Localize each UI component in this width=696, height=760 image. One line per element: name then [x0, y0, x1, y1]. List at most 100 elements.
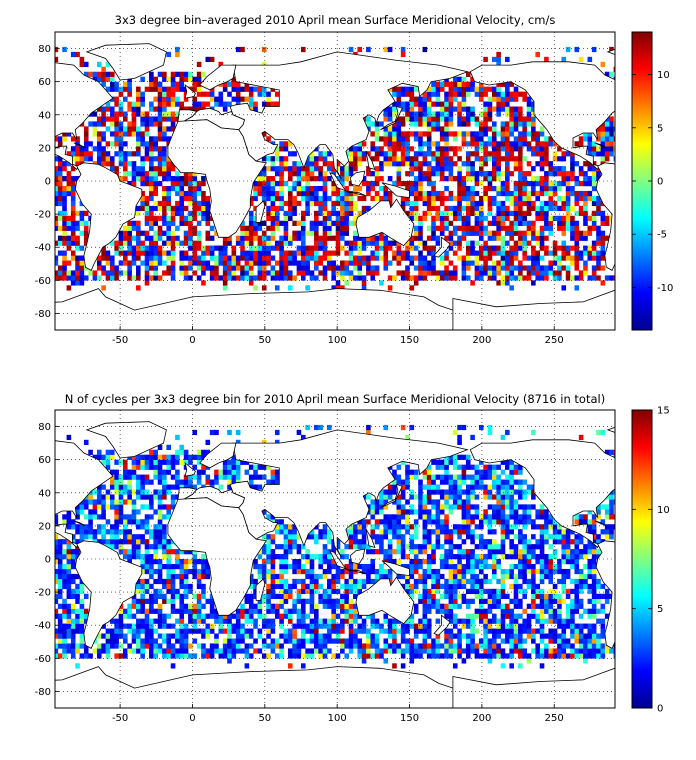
chart-1-bin-cell: [478, 96, 484, 102]
chart-2-bin-cell: [552, 648, 558, 654]
chart-2-bin-cell: [314, 588, 319, 595]
chart-2-bin-cell: [79, 633, 85, 639]
chart-2-bin-cell: [92, 534, 98, 540]
chart-1-bin-cell: [209, 225, 215, 231]
chart-1-bin-cell: [366, 205, 371, 212]
chart-1-coastline: [606, 48, 615, 55]
chart-1-bin-cell: [196, 106, 202, 112]
chart-1-bin-cell: [509, 235, 514, 241]
chart-2-bin-cell: [279, 598, 284, 604]
chart-2-bin-cell: [79, 618, 85, 624]
chart-2-bin-cell: [383, 573, 389, 580]
chart-2-bin-cell: [266, 554, 271, 560]
chart-2-bin-cell: [544, 563, 549, 570]
chart-2-bin-cell: [335, 623, 341, 629]
chart-1-bin-cell: [79, 280, 85, 286]
chart-1-bin-cell: [379, 235, 384, 241]
chart-1-bin-cell: [353, 230, 358, 236]
chart-1-bin-cell: [483, 176, 488, 182]
chart-1-bin-cell: [222, 275, 228, 281]
chart-2-bin-cell: [227, 643, 232, 649]
chart-2-bin-cell: [544, 603, 549, 609]
chart-2-bin-cell: [413, 554, 419, 560]
chart-1-bin-cell: [557, 270, 562, 276]
chart-1-bin-cell: [457, 131, 462, 137]
chart-1-bin-cell: [327, 260, 332, 266]
chart-2-bin-cell: [205, 568, 211, 575]
chart-2-bin-cell: [179, 623, 185, 629]
chart-1-bin-cell: [409, 200, 415, 207]
chart-2-bin-cell: [370, 653, 376, 659]
chart-1-bin-cell: [244, 265, 250, 271]
chart-1-bin-cell: [327, 265, 332, 271]
chart-2-bin-cell: [192, 613, 198, 619]
chart-1-bin-cell: [166, 215, 172, 221]
chart-1-bin-cell: [157, 121, 163, 127]
chart-2-bin-cell: [309, 638, 315, 644]
chart-2-bin-cell: [552, 598, 558, 604]
chart-2-bin-cell: [392, 628, 397, 634]
chart-2-bin-cell: [487, 578, 493, 585]
chart-1-bin-cell: [348, 200, 354, 207]
chart-2-bin-cell: [296, 578, 302, 585]
chart-1-bin-cell: [539, 235, 545, 241]
chart-1-bin-cell: [544, 205, 549, 212]
chart-2-bin-cell: [96, 648, 102, 654]
chart-2-bin-cell: [179, 568, 185, 575]
chart-1-bin-cell: [144, 146, 150, 152]
chart-1-bin-cell: [322, 235, 328, 241]
chart-1-bin-cell: [201, 195, 206, 202]
chart-2-bin-cell: [561, 539, 567, 545]
chart-2-bin-cell: [123, 554, 128, 560]
chart-1-bin-cell: [114, 111, 119, 117]
chart-2-bin-cell: [565, 653, 571, 659]
chart-1-bin-cell: [136, 146, 141, 152]
chart-2-bin-cell: [209, 653, 215, 659]
chart-1-bin-cell: [409, 205, 415, 212]
chart-1-bin-cell: [370, 121, 376, 127]
chart-2-bin-cell: [231, 643, 237, 649]
chart-2-bin-cell: [75, 583, 80, 590]
chart-1-bin-cell: [157, 146, 163, 152]
chart-1-bin-cell: [604, 141, 610, 147]
chart-1-bin-cell: [149, 225, 154, 231]
chart-1-bin-cell: [175, 51, 180, 58]
chart-2-bin-cell: [188, 653, 193, 659]
chart-2-bin-cell: [79, 598, 85, 604]
chart-2-bin-cell: [279, 583, 284, 590]
chart-1-bin-cell: [136, 151, 141, 157]
chart-2-bin-cell: [283, 568, 289, 575]
chart-2-bin-cell: [331, 628, 336, 634]
chart-1-bin-cell: [149, 260, 154, 266]
chart-2-bin-cell: [149, 648, 154, 654]
chart-1-bin-cell: [426, 146, 432, 152]
chart-1-bin-cell: [162, 210, 167, 217]
chart-1-bin-cell: [366, 235, 371, 241]
chart-1-bin-cell: [331, 220, 336, 226]
chart-1-bin-cell: [500, 101, 506, 107]
chart-1-bin-cell: [62, 190, 67, 197]
chart-2-bin-cell: [583, 653, 588, 659]
chart-1-bin-cell: [483, 265, 488, 271]
chart-1-bin-cell: [526, 200, 532, 207]
chart-1-bin-cell: [292, 230, 297, 236]
chart-1-bin-cell: [240, 275, 245, 281]
chart-2-bin-cell: [483, 563, 488, 570]
chart-1-bin-cell: [383, 185, 389, 192]
chart-1-bin-cell: [123, 230, 128, 236]
chart-1-bin-cell: [192, 86, 198, 92]
chart-1-bin-cell: [587, 195, 593, 202]
chart-1-bin-cell: [123, 156, 128, 162]
chart-2-bin-cell: [305, 568, 310, 575]
chart-2-bin-cell: [587, 638, 593, 644]
chart-1-bin-cell: [166, 116, 172, 122]
chart-2-bin-cell: [387, 554, 393, 560]
chart-1-bin-cell: [392, 151, 397, 157]
chart-1-bin-cell: [557, 156, 562, 162]
chart-2-bin-cell: [418, 653, 423, 659]
chart-1-bin-cell: [123, 141, 128, 147]
chart-2-bin-cell: [400, 539, 406, 545]
chart-1-bin-cell: [587, 176, 593, 182]
chart-2-bin-cell: [153, 608, 158, 614]
chart-1-bin-cell: [62, 220, 67, 226]
